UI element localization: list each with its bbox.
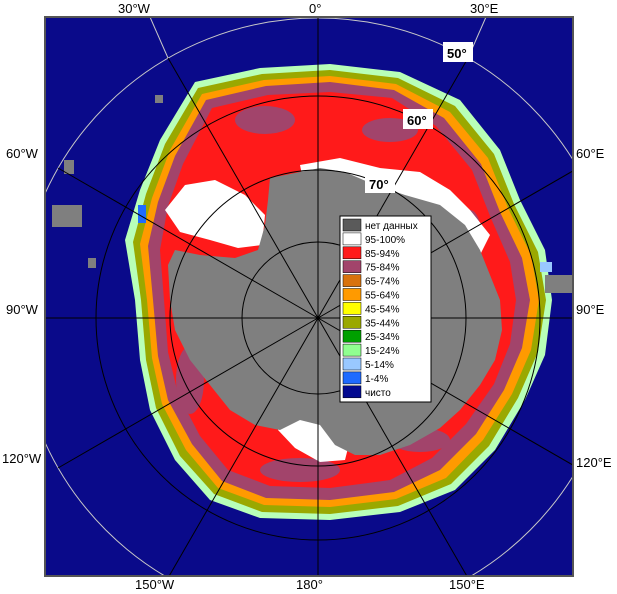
ice-patch bbox=[540, 262, 552, 272]
legend-label: чисто bbox=[365, 388, 391, 399]
legend-swatch bbox=[342, 232, 362, 246]
legend-swatch bbox=[342, 302, 362, 315]
ice-patch bbox=[235, 106, 295, 134]
land-patch bbox=[64, 160, 74, 174]
legend-label: 85-94% bbox=[365, 249, 400, 260]
lon-label-30w-top: 30°W bbox=[118, 1, 151, 16]
lon-label-30e-top: 30°E bbox=[470, 1, 499, 16]
lon-label-180-bottom: 180° bbox=[296, 577, 323, 592]
ice-patch bbox=[260, 458, 340, 482]
legend-label: 25-34% bbox=[365, 332, 400, 343]
lat-label-bg bbox=[365, 173, 395, 193]
lat-label-bg bbox=[443, 42, 473, 62]
lon-label-120e-right: 120°E bbox=[576, 455, 612, 470]
legend-swatch bbox=[342, 260, 362, 273]
land-patch bbox=[155, 95, 163, 103]
legend-swatch bbox=[342, 357, 362, 371]
lat-label-50: 50° bbox=[447, 46, 467, 61]
legend-label: 95-100% bbox=[365, 235, 405, 246]
legend-swatch bbox=[342, 329, 362, 343]
legend-label: 15-24% bbox=[365, 346, 400, 357]
legend-swatch bbox=[342, 274, 362, 287]
latitude-labels: 50° 60° 70° bbox=[365, 42, 473, 193]
map-frame bbox=[44, 16, 574, 577]
legend-swatch bbox=[342, 385, 362, 399]
legend-label: нет данных bbox=[365, 221, 418, 232]
ice-95-100-weddell bbox=[165, 180, 265, 248]
legend-label: 55-64% bbox=[365, 291, 400, 302]
lon-label-150e-bottom: 150°E bbox=[449, 577, 485, 592]
legend-swatch bbox=[342, 246, 362, 260]
legend-label: 1-4% bbox=[365, 374, 388, 385]
legend-label: 75-84% bbox=[365, 263, 400, 274]
lat-label-70: 70° bbox=[369, 177, 389, 192]
lon-label-0-top: 0° bbox=[309, 1, 321, 16]
land-patch bbox=[88, 258, 96, 268]
legend: нет данных 95-100% 85-94% 75-84% 65-74% 55-64… bbox=[339, 215, 432, 403]
lon-label-60e-right: 60°E bbox=[576, 146, 605, 161]
land-patch bbox=[545, 275, 573, 293]
lon-label-90w-left: 90°W bbox=[6, 302, 39, 317]
legend-swatch bbox=[342, 288, 362, 301]
lat-label-bg bbox=[403, 109, 433, 129]
ice-patch bbox=[138, 205, 146, 223]
lon-label-90e-right: 90°E bbox=[576, 302, 605, 317]
legend-label: 5-14% bbox=[365, 360, 394, 371]
lon-label-120w-left: 120°W bbox=[2, 451, 42, 466]
legend-label: 35-44% bbox=[365, 318, 400, 329]
legend-swatch bbox=[342, 316, 362, 329]
lat-label-60: 60° bbox=[407, 113, 427, 128]
legend-label: 65-74% bbox=[365, 277, 400, 288]
legend-label: 45-54% bbox=[365, 304, 400, 315]
legend-swatch bbox=[342, 218, 362, 232]
legend-swatch bbox=[342, 343, 362, 357]
lon-label-60w-left: 60°W bbox=[6, 146, 39, 161]
land-patch bbox=[52, 205, 82, 227]
legend-swatch bbox=[342, 371, 362, 385]
lon-label-150w-bottom: 150°W bbox=[135, 577, 175, 592]
